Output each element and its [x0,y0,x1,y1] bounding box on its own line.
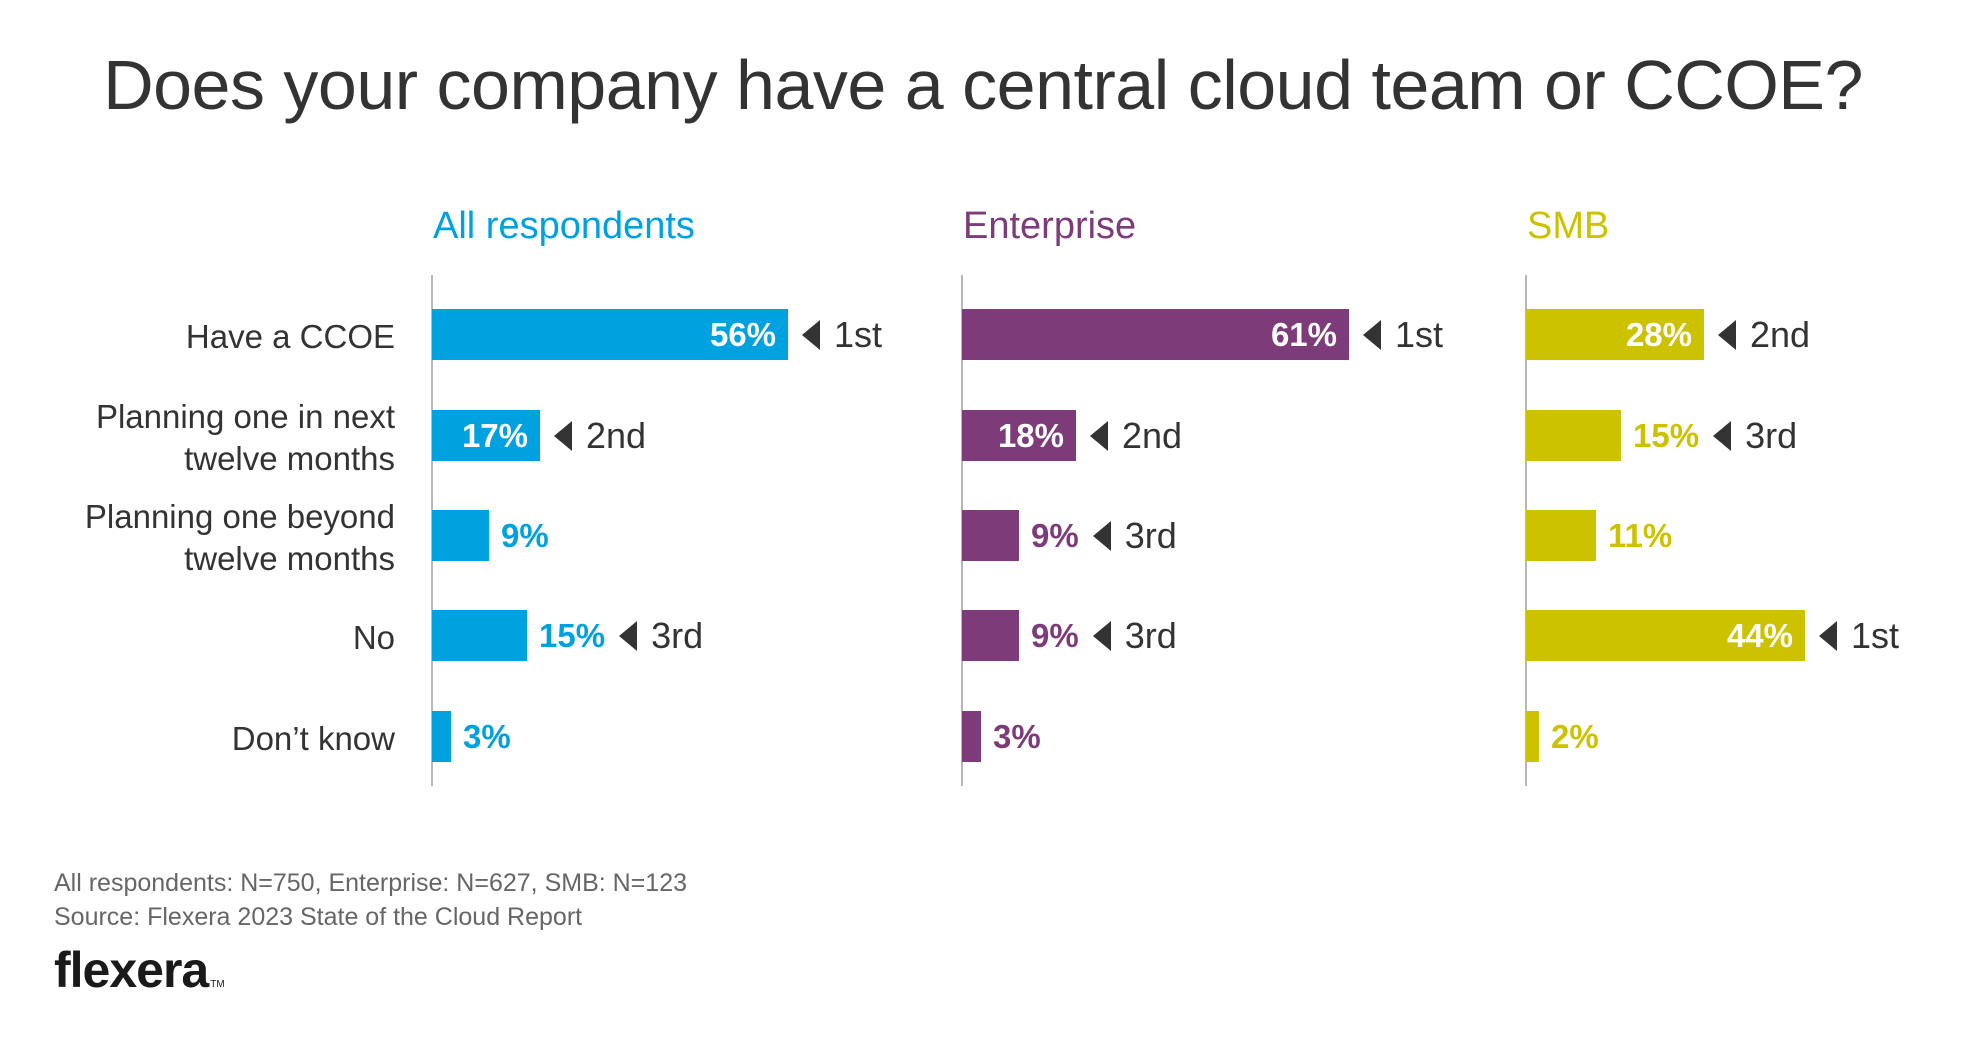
bar [962,309,1349,360]
rank-label: 3rd [651,615,704,656]
rank-label: 3rd [1745,415,1798,456]
bar [1526,610,1805,661]
bar [962,711,981,762]
rank-triangle-icon [1819,620,1837,651]
rank-triangle-icon [1092,620,1111,651]
category-label-line: No [352,618,395,656]
rank-indicator: 3rd [1092,610,1177,661]
rank-indicator: 3rd [1713,410,1797,461]
category-label-line: Planning one in next [95,397,395,435]
rank-label: 3rd [1124,615,1177,656]
flexera-logo: flexera TM [54,940,225,1015]
rank-indicator: 2nd [1090,410,1182,461]
bar [1526,309,1704,360]
category-label-line: twelve months [184,439,395,477]
value-label: 18% [997,417,1064,454]
bar [962,610,1019,661]
value-label: 28% [1625,316,1692,353]
series-header: Enterprise [963,205,1137,247]
rank-indicator: 3rd [619,610,703,661]
category-label: Planning one in next twelve months [15,396,395,480]
bar [432,610,527,661]
value-label: 15% [539,617,606,654]
value-label: 56% [709,316,776,353]
value-label: 61% [1270,316,1337,353]
source-note: Source: Flexera 2023 State of the Cloud … [54,903,583,931]
rank-indicator: 1st [1363,309,1443,360]
bar [1526,510,1596,561]
rank-label: 3rd [1124,515,1177,556]
rank-indicator: 2nd [1718,309,1810,360]
rank-triangle-icon [554,420,572,451]
rank-triangle-icon [1713,420,1732,451]
category-label-line: Planning one beyond [84,497,395,535]
value-label: 15% [1633,417,1700,454]
rank-indicator: 2nd [554,410,646,461]
bar [432,410,540,461]
category-label-line: Have a CCOE [185,317,395,355]
rank-triangle-icon [619,620,638,651]
value-label: 9% [1031,517,1079,554]
rank-triangle-icon [1090,420,1108,451]
rank-triangle-icon [1092,520,1111,551]
rank-label: 2nd [1750,314,1811,355]
rank-indicator: 3rd [1092,510,1177,561]
category-label: Have a CCOE [15,316,395,358]
series-header: All respondents [433,205,695,247]
category-label: Don’t know [15,718,395,760]
bar [432,309,788,360]
rank-label: 1st [834,314,883,355]
bar [962,510,1019,561]
bar [1526,711,1539,762]
category-label-line: twelve months [184,539,395,577]
bar [432,711,451,762]
trademark-mark: TM [210,979,225,990]
rank-label: 1st [1395,314,1444,355]
rank-label: 2nd [586,415,647,456]
rank-label: 1st [1851,615,1900,656]
value-label: 44% [1726,617,1793,654]
series-header: SMB [1527,205,1610,247]
bar [962,410,1076,461]
chart-title: Does your company have a central cloud t… [103,46,1863,124]
value-label: 2% [1551,718,1599,755]
logo-text: flexera [54,942,209,998]
bar [432,510,489,561]
value-label: 9% [501,517,549,554]
value-label: 3% [993,718,1041,755]
value-label: 11% [1608,517,1673,554]
rank-indicator: 1st [802,309,882,360]
rank-triangle-icon [802,319,820,350]
bar [1526,410,1621,461]
value-label: 3% [463,718,511,755]
category-label: Planning one beyond twelve months [15,496,395,580]
value-label: 17% [461,417,528,454]
rank-triangle-icon [1718,319,1736,350]
sample-size-note: All respondents: N=750, Enterprise: N=62… [54,869,687,897]
rank-triangle-icon [1363,319,1381,350]
category-label-line: Don’t know [231,719,395,757]
rank-indicator: 1st [1819,610,1899,661]
category-label: No [15,617,395,659]
rank-label: 2nd [1122,415,1183,456]
value-label: 9% [1031,617,1079,654]
